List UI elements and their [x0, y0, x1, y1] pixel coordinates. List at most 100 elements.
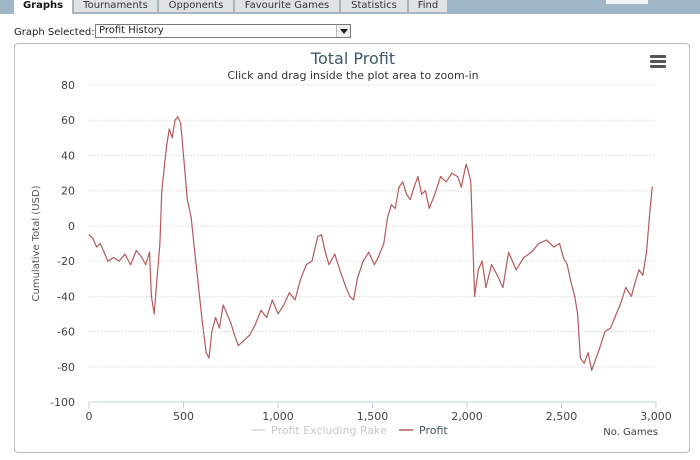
- profit-data-point: [237, 345, 239, 347]
- profit-data-point: [553, 246, 555, 248]
- profit-data-point: [218, 327, 220, 329]
- profit-data-point: [163, 172, 165, 174]
- profit-data-point: [277, 313, 279, 315]
- profit-data-point: [463, 172, 465, 174]
- profit-data-point: [615, 313, 617, 315]
- profit-data-point: [648, 216, 651, 218]
- profit-data-point: [383, 242, 385, 245]
- legend-item-profit[interactable]: Profit: [419, 424, 448, 437]
- profit-data-point: [373, 264, 375, 266]
- profit-data-point: [625, 286, 627, 289]
- profit-data-point: [474, 295, 476, 297]
- tab-favourite-games[interactable]: Favourite Games: [234, 0, 340, 13]
- profit-data-point: [271, 299, 273, 301]
- profit-data-point: [368, 251, 370, 253]
- profit-data-point: [177, 116, 179, 118]
- profit-data-point: [481, 260, 483, 262]
- profit-data-point: [260, 309, 262, 311]
- profit-data-point: [445, 181, 447, 183]
- profit-data-point: [594, 359, 597, 361]
- profit-data-point: [205, 352, 207, 354]
- profit-data-point: [266, 316, 268, 319]
- tabbar-control[interactable]: [606, 0, 648, 4]
- profit-data-point: [387, 216, 389, 218]
- profit-data-point: [171, 137, 173, 139]
- profit-data-point: [92, 237, 94, 239]
- profit-data-point: [577, 313, 579, 315]
- profit-data-point: [421, 193, 423, 195]
- profit-data-point: [148, 251, 151, 253]
- profit-data-point: [254, 323, 256, 326]
- tab-tournaments[interactable]: Tournaments: [73, 0, 158, 13]
- profit-data-point: [168, 128, 170, 130]
- profit-data-point: [222, 304, 224, 306]
- profit-data-point: [439, 176, 442, 178]
- profit-data-point: [305, 264, 307, 266]
- profit-data-point: [428, 207, 430, 209]
- profit-data-point: [294, 299, 296, 301]
- profit-data-point: [523, 257, 525, 259]
- profit-data-point: [334, 253, 336, 255]
- profit-data-point: [208, 357, 210, 359]
- y-tick-label: 0: [68, 220, 75, 233]
- profit-data-point: [485, 286, 487, 289]
- profit-data-point: [243, 339, 245, 341]
- chart-title: Total Profit: [310, 49, 396, 68]
- profit-data-point: [156, 278, 158, 280]
- tab-bar: Graphs Tournaments Opponents Favourite G…: [0, 0, 700, 14]
- hamburger-menu-icon[interactable]: [650, 55, 666, 68]
- profit-data-point: [434, 193, 436, 195]
- y-tick-label: -40: [57, 290, 75, 303]
- profit-data-point: [198, 286, 200, 289]
- profit-data-point: [634, 281, 636, 283]
- dropdown-arrow-icon[interactable]: [336, 25, 350, 37]
- profit-data-point: [591, 369, 593, 371]
- graph-select-dropdown[interactable]: Profit History: [95, 24, 351, 38]
- profit-data-point: [530, 251, 532, 253]
- profit-line-chart[interactable]: 80 60 40 20 0 -20 -40 -60 -80 -100 0 500 1,000 1,500 2…: [15, 44, 691, 454]
- profit-data-point: [226, 313, 228, 315]
- profit-data-point: [574, 295, 576, 297]
- tab-graphs[interactable]: Graphs: [13, 0, 73, 14]
- graph-select-value: Profit History: [99, 25, 164, 36]
- profit-data-point: [159, 242, 161, 245]
- y-tick-label: -100: [50, 396, 75, 409]
- profit-data-point: [398, 186, 400, 188]
- profit-data-point: [96, 246, 98, 248]
- profit-data-point: [566, 264, 568, 266]
- profit-data-point: [349, 295, 351, 297]
- profit-data-point: [130, 264, 132, 266]
- profit-data-point: [145, 264, 147, 266]
- profit-data-point: [215, 316, 217, 319]
- profit-data-point: [645, 251, 648, 253]
- profit-data-point: [559, 242, 561, 245]
- profit-data-point: [161, 190, 163, 192]
- profit-data-point: [579, 357, 582, 359]
- profit-data-point: [538, 242, 540, 245]
- legend-item-profit-excluding-rake[interactable]: Profit Excluding Rake: [271, 424, 387, 437]
- tab-opponents[interactable]: Opponents: [158, 0, 234, 13]
- profit-data-point: [353, 299, 355, 301]
- profit-data-point: [88, 234, 90, 236]
- profit-data-point: [174, 119, 176, 121]
- profit-data-point: [610, 327, 612, 329]
- profit-data-point: [477, 269, 479, 271]
- profit-data-point: [619, 304, 621, 306]
- tab-find[interactable]: Find: [408, 0, 448, 13]
- profit-data-point: [311, 260, 313, 262]
- profit-data-point: [135, 249, 137, 252]
- profit-data-point: [345, 286, 347, 289]
- profit-data-point: [233, 334, 236, 336]
- x-tick-label: 2,500: [546, 410, 578, 423]
- tab-statistics[interactable]: Statistics: [340, 0, 408, 13]
- x-tick-label: 1,000: [262, 410, 294, 423]
- profit-data-point: [99, 242, 101, 245]
- profit-data-point: [283, 304, 285, 306]
- profit-data-point: [150, 295, 152, 297]
- profit-data-point: [211, 331, 213, 333]
- profit-data-point: [496, 274, 498, 276]
- profit-data-point: [182, 154, 185, 156]
- profit-data-point: [502, 286, 504, 289]
- profit-data-point: [515, 269, 517, 271]
- profit-data-point: [230, 322, 232, 324]
